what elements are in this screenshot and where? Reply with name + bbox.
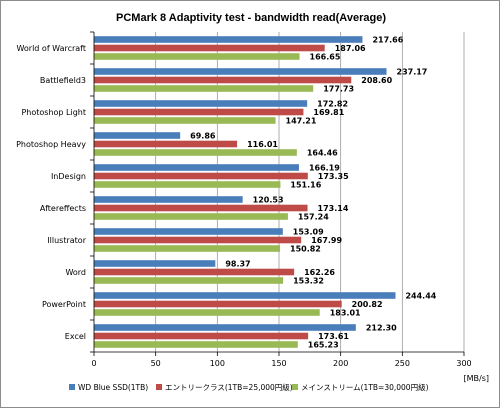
bar (94, 140, 238, 148)
bars (94, 36, 396, 348)
data-label: 173.61 (318, 332, 349, 341)
category-label: Word (65, 268, 86, 277)
data-label: 173.35 (318, 172, 349, 181)
bar (94, 53, 300, 60)
data-label: 173.14 (318, 204, 349, 213)
bar (94, 204, 308, 212)
data-label: 69.86 (190, 132, 216, 141)
unit-label: [MB/s] (464, 374, 490, 383)
bar (94, 213, 288, 220)
bar (94, 245, 281, 252)
bar (94, 260, 216, 267)
bar (94, 277, 284, 284)
bar (94, 196, 243, 203)
bar (94, 268, 295, 276)
legend-swatch (292, 384, 298, 390)
data-label: 244.44 (405, 292, 436, 301)
legend-label: メインストリーム(1TB=30,000円級) (301, 382, 429, 392)
data-label: 167.99 (311, 236, 342, 245)
legend-label: エントリークラス(1TB=25,000円級) (165, 382, 293, 392)
bar (94, 36, 363, 43)
bar (94, 341, 298, 348)
data-label: 177.73 (323, 85, 354, 94)
x-tick-label: 50 (151, 359, 161, 368)
bar (94, 300, 342, 308)
data-label: 187.06 (335, 44, 366, 53)
data-label: 116.01 (247, 140, 278, 149)
bar (94, 164, 299, 171)
bar (94, 117, 276, 124)
bar (94, 100, 308, 107)
category-label: Photoshop Light (21, 108, 86, 117)
bar (94, 108, 304, 116)
bar (94, 44, 325, 52)
data-label: 166.65 (310, 53, 341, 62)
bar (94, 332, 309, 340)
bar (94, 76, 352, 84)
data-label: 164.46 (307, 149, 338, 158)
data-label: 169.81 (313, 108, 344, 117)
bar (94, 85, 314, 92)
data-label: 153.32 (293, 277, 324, 286)
category-label: Aftereffects (40, 204, 86, 213)
data-label: 151.16 (290, 181, 321, 190)
bar (94, 68, 387, 75)
bar (94, 172, 308, 180)
x-tick-label: 250 (395, 359, 410, 368)
data-label: 153.09 (293, 228, 324, 237)
data-label: 120.53 (253, 196, 284, 205)
data-label: 162.26 (304, 268, 335, 277)
bar (94, 149, 297, 156)
data-label: 165.23 (308, 341, 339, 350)
category-label: Excel (65, 332, 86, 341)
axes: 0 50 100 150 200 250 300 World of Warcraft Battl… (16, 31, 472, 368)
legend: WD Blue SSD(1TB) エントリークラス(1TB=25,000円級) メイ… (69, 382, 429, 392)
chart-title: PCMark 8 Adaptivity test - bandwidth rea… (116, 12, 386, 24)
data-label: 150.82 (290, 245, 321, 254)
category-label: World of Warcraft (16, 44, 86, 53)
bar (94, 324, 356, 331)
data-label: 200.82 (352, 300, 383, 309)
x-tick-label: 200 (333, 359, 348, 368)
legend-swatch (156, 384, 162, 390)
category-label: Battlefield3 (40, 76, 86, 85)
x-tick-label: 150 (271, 359, 286, 368)
bar (94, 132, 181, 139)
bar (94, 236, 302, 244)
x-tick-label: 100 (210, 359, 225, 368)
data-label: 166.19 (309, 164, 340, 173)
category-label: Photoshop Heavy (16, 140, 86, 149)
data-label: 237.17 (397, 68, 428, 77)
bar (94, 228, 283, 235)
data-label: 147.21 (286, 117, 317, 126)
bar (94, 309, 320, 316)
data-label: 183.01 (330, 309, 361, 318)
category-label: PowerPoint (42, 300, 86, 309)
category-label: Illustrator (47, 236, 86, 245)
data-label: 157.24 (298, 213, 329, 222)
category-label: InDesign (51, 172, 86, 181)
data-label: 217.66 (372, 36, 403, 45)
data-label: 208.60 (361, 76, 392, 85)
x-tick-label: 300 (456, 359, 471, 368)
legend-label: WD Blue SSD(1TB) (78, 383, 148, 392)
legend-swatch (69, 384, 75, 390)
bar (94, 181, 281, 188)
data-label: 98.37 (225, 260, 250, 269)
data-label: 212.30 (366, 324, 397, 333)
x-tick-label: 0 (91, 359, 96, 368)
bar (94, 292, 396, 299)
data-label: 172.82 (317, 100, 348, 109)
